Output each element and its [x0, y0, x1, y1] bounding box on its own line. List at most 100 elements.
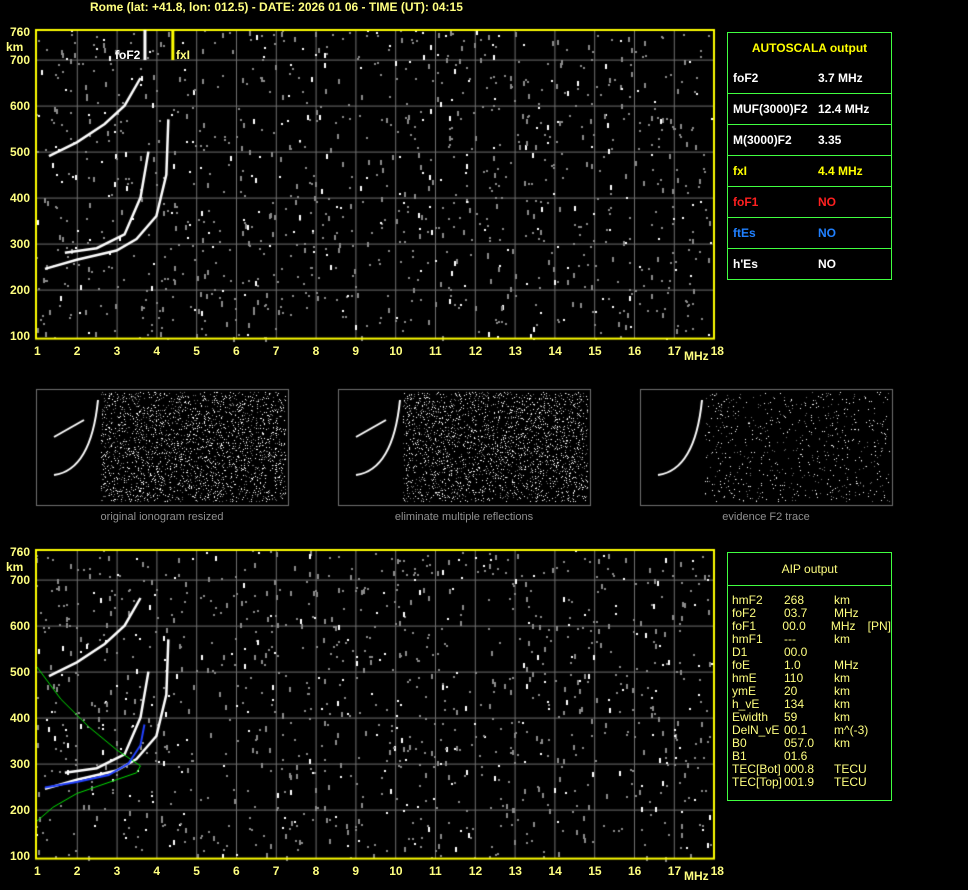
aip-cell: h_vE: [732, 697, 760, 711]
aip-cell: TECU: [834, 762, 867, 776]
aip-cell: 000.8: [784, 762, 815, 776]
autoscala-row: M(3000)F2 3.35: [728, 124, 891, 155]
y-unit-label: km: [6, 560, 24, 574]
aip-cell: km: [834, 593, 850, 607]
aip-cell: 03.7: [784, 606, 808, 620]
autoscala-row: h'Es NO: [728, 248, 891, 279]
aip-cell: 00.1: [784, 723, 808, 737]
x-tick-label: 7: [272, 343, 280, 358]
param-value: 12.4 MHz: [818, 102, 870, 116]
param-name: ftEs: [733, 226, 756, 240]
aip-row: TEC[Bot] 000.8 TECU: [728, 763, 891, 776]
x-tick-label: 11: [429, 343, 442, 358]
y-tick-label: 400: [10, 710, 31, 725]
aip-row: B1 01.6: [728, 750, 891, 763]
param-value: 3.35: [818, 133, 842, 147]
caption-eliminate: eliminate multiple reflections: [394, 511, 534, 523]
y-tick-label: 200: [10, 282, 31, 297]
aip-cell: km: [834, 684, 850, 698]
x-tick-label: 4: [153, 343, 161, 358]
x-tick-label: 5: [193, 343, 200, 358]
y-tick-label: 600: [10, 98, 31, 113]
y-tick-label: 300: [10, 756, 31, 771]
y-tick-label: 100: [10, 328, 31, 343]
x-tick-label: 9: [352, 343, 360, 358]
aip-cell: MHz: [834, 658, 859, 672]
aip-row: foE 1.0 MHz: [728, 659, 891, 672]
x-tick-label: 1: [34, 863, 41, 878]
aip-cell: 00.0: [782, 619, 806, 633]
y-tick-label: 200: [10, 802, 31, 817]
aip-cell: TEC[Top]: [732, 775, 783, 789]
x-tick-label: 4: [153, 863, 161, 878]
x-tick-label: 13: [508, 343, 522, 358]
aip-cell: 134: [784, 697, 805, 711]
aip-cell: foF1: [732, 619, 757, 633]
x-tick-label: 17: [667, 343, 682, 358]
aip-cell: km: [834, 710, 850, 724]
aip-row: DelN_vE 00.1 m^(-3): [728, 724, 891, 737]
aip-cell: [PN]: [867, 619, 892, 633]
x-tick-label: 16: [628, 343, 642, 358]
param-name: MUF(3000)F2: [733, 102, 808, 116]
aip-cell: ---: [784, 632, 796, 646]
autoscala-row: ftEs NO: [728, 217, 891, 248]
x-tick-label: 12: [468, 343, 483, 358]
aip-row: TEC[Top] 001.9 TECU: [728, 776, 891, 789]
x-tick-label: 9: [352, 863, 360, 878]
y-tick-label: 760: [10, 545, 31, 559]
y-tick-label: 700: [10, 52, 31, 67]
aip-row: B0 057.0 km: [728, 737, 891, 750]
aip-cell: TECU: [834, 775, 867, 789]
aip-cell: km: [834, 736, 850, 750]
x-tick-label: 6: [233, 863, 240, 878]
param-name: M(3000)F2: [733, 133, 792, 147]
aip-cell: 00.0: [784, 645, 808, 659]
aip-cell: 110: [784, 671, 804, 685]
aip-cell: MHz: [830, 619, 856, 633]
aip-row: foF1 00.0 MHz [PN]: [728, 620, 891, 633]
x-tick-label: 14: [548, 863, 562, 878]
x-tick-label: 13: [508, 863, 522, 878]
x-tick-label: 18: [710, 343, 724, 358]
aip-cell: km: [834, 671, 850, 685]
aip-cell: MHz: [834, 606, 859, 620]
x-tick-label: 8: [312, 863, 320, 878]
param-value: NO: [818, 195, 836, 209]
x-tick-label: 2: [73, 343, 81, 358]
aip-cell: TEC[Bot]: [732, 762, 781, 776]
y-unit-label: km: [6, 40, 24, 54]
aip-cell: 1.0: [784, 658, 801, 672]
param-value: NO: [818, 257, 836, 271]
autoscala-title: AUTOSCALA output: [751, 41, 868, 55]
x-tick-label: 10: [389, 343, 403, 358]
aip-cell: D1: [732, 645, 748, 659]
autoscala-row: foF2 3.7 MHz: [728, 63, 891, 93]
aip-cell: foF2: [732, 606, 757, 620]
aip-title: AIP output: [728, 553, 891, 586]
x-unit-label: MHz: [684, 868, 709, 883]
ionogram-header: Rome (lat: +41.8, lon: 012.5) - DATE: 20…: [90, 0, 463, 14]
x-tick-label: 6: [233, 343, 240, 358]
aip-cell: m^(-3): [834, 723, 869, 737]
autoscala-row: fxI 4.4 MHz: [728, 155, 891, 186]
x-unit-label: MHz: [684, 348, 709, 363]
y-tick-label: 500: [10, 144, 31, 159]
param-name: foF1: [733, 195, 759, 209]
x-tick-label: 10: [389, 863, 403, 878]
aip-cell: 057.0: [784, 736, 815, 750]
x-tick-label: 15: [588, 343, 602, 358]
param-name: foF2: [733, 71, 759, 85]
aip-row: hmF2 268 km: [728, 594, 891, 607]
aip-cell: foE: [732, 658, 751, 672]
autoscala-row: foF1 NO: [728, 186, 891, 217]
x-tick-label: 3: [113, 863, 121, 878]
x-tick-label: 12: [468, 863, 483, 878]
x-tick-label: 8: [312, 343, 320, 358]
aip-cell: hmE: [732, 671, 757, 685]
aip-row: hmE 110 km: [728, 672, 891, 685]
aip-cell: DelN_vE: [732, 723, 780, 737]
x-tick-label: 5: [193, 863, 200, 878]
x-tick-label: 15: [588, 863, 602, 878]
aip-cell: km: [834, 632, 850, 646]
